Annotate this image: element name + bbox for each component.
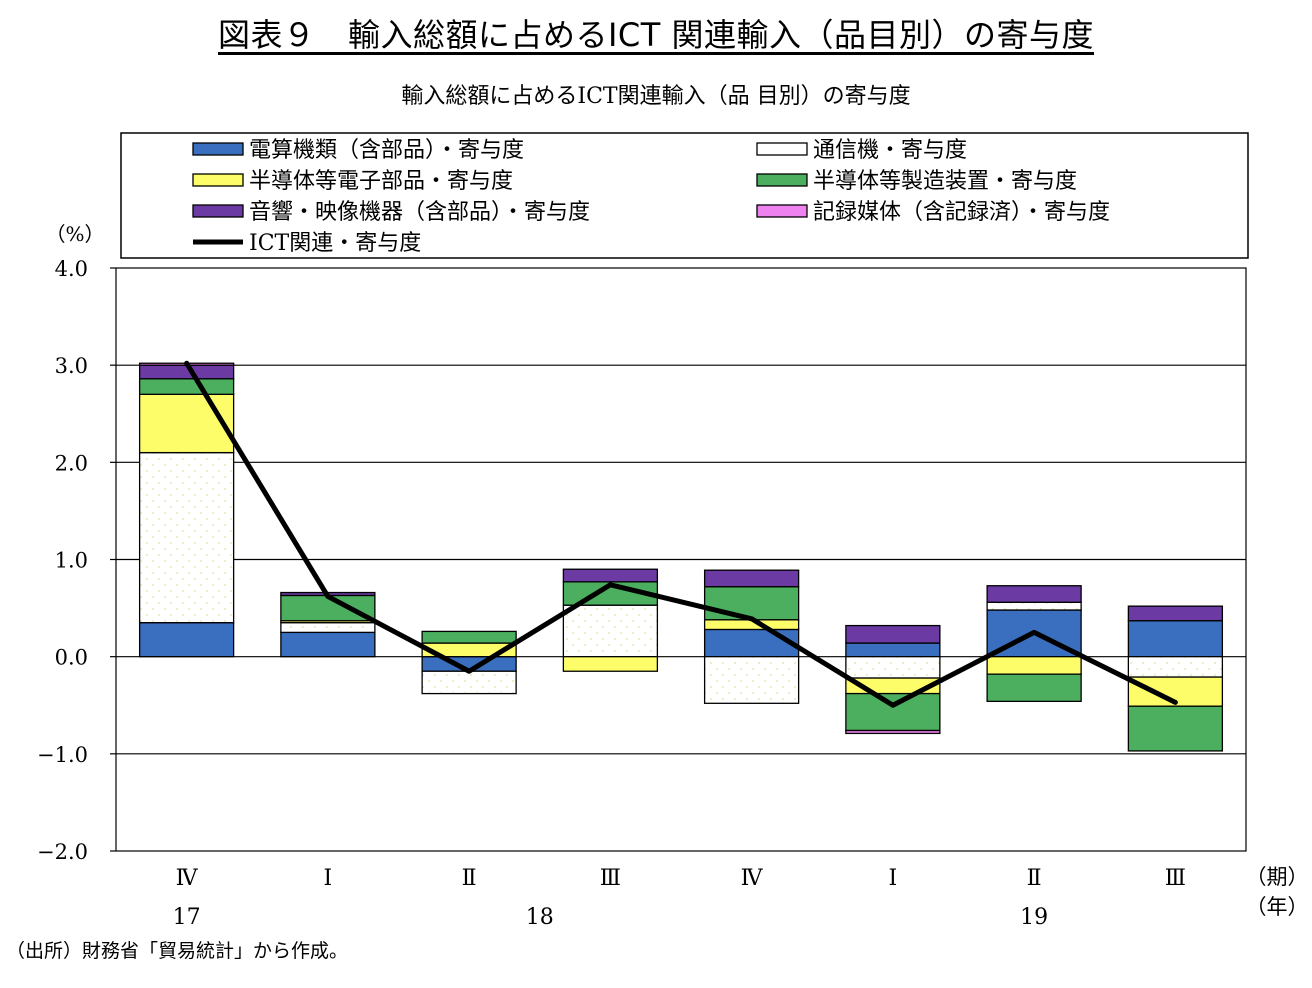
bar-segment-telecom [703, 656, 800, 704]
chart-heading: 図表９ 輸入総額に占めるICT 関連輸入（品目別）の寄与度 [0, 10, 1312, 56]
bars-layer [138, 362, 1224, 752]
bar-segment-semi_equipment [1127, 705, 1224, 752]
y-tick-label: 0.0 [55, 646, 88, 670]
x-tick-label: Ⅳ [176, 866, 199, 891]
x-axis-year-label: （年） [1246, 895, 1309, 919]
bar-segment-telecom [562, 604, 659, 658]
y-tick-label: 3.0 [55, 354, 88, 378]
legend-label: 音響・映像機器（含部品）・寄与度 [249, 200, 590, 225]
legend-label: 半導体等製造装置・寄与度 [813, 169, 1077, 194]
legend-swatch-recording_media [756, 204, 808, 218]
x-tick-label: Ⅲ [600, 866, 621, 891]
y-tick-label: 2.0 [55, 451, 88, 475]
chart-heading-text: 図表９ 輸入総額に占めるICT 関連輸入（品目別）の寄与度 [217, 16, 1094, 54]
x-tick-label: Ⅰ [889, 866, 898, 891]
bar-segment-semi_equipment [421, 630, 517, 644]
x-axis-period-label: （期） [1246, 865, 1309, 889]
bar-segment-audio_video [562, 568, 659, 583]
bar-segment-semi_equipment [703, 586, 800, 621]
legend-box [120, 132, 1249, 259]
x-tick-labels: Ⅳ Ⅰ Ⅱ Ⅲ Ⅳ Ⅰ Ⅱ Ⅲ 17 18 19 [173, 866, 1186, 930]
x-tick-label: Ⅱ [1027, 866, 1042, 891]
legend-swatch-semi_equipment [756, 173, 808, 187]
y-tick-label: −1.0 [37, 743, 88, 767]
y-tick-labels: 4.0 3.0 2.0 1.0 0.0 −1.0 −2.0 [37, 257, 116, 864]
line-layer [184, 360, 1178, 708]
x-year-label: 17 [173, 905, 201, 930]
x-tick-label: Ⅳ [741, 866, 764, 891]
bar-segment-computers [1127, 620, 1224, 658]
y-tick-label: −2.0 [37, 840, 88, 864]
bar-segment-telecom [1127, 656, 1224, 678]
bar-segment-audio_video [845, 624, 941, 644]
legend-swatch-semiconductors [192, 173, 244, 187]
bar-segment-telecom [280, 622, 376, 634]
bar-segment-semiconductors [562, 656, 659, 672]
bar-segment-semiconductors [138, 393, 235, 454]
x-year-label: 18 [526, 905, 554, 930]
legend-label: 記録媒体（含記録済）・寄与度 [813, 200, 1110, 225]
y-axis-unit: （%） [45, 222, 104, 246]
x-tick-label: Ⅰ [324, 866, 333, 891]
legend-swatch-computers [192, 142, 244, 156]
x-year-label: 19 [1020, 905, 1048, 930]
legend-swatch-audio_video [192, 204, 244, 218]
bar-segment-recording_media [845, 729, 941, 735]
bar-segment-semiconductors [986, 656, 1082, 675]
chart-subtitle: 輸入総額に占めるICT関連輸入（品 目別）の寄与度 [401, 84, 911, 109]
legend-label: 半導体等電子部品・寄与度 [249, 169, 513, 194]
x-tick-label: Ⅲ [1165, 866, 1186, 891]
bar-segment-audio_video [703, 569, 800, 588]
legend-label: ICT関連・寄与度 [249, 231, 421, 256]
bar-segment-semi_equipment [986, 673, 1082, 703]
bar-segment-audio_video [1127, 605, 1224, 622]
ict-total-line [184, 360, 1178, 708]
legend-label: 電算機類（含部品）・寄与度 [249, 138, 524, 163]
source-note: （出所）財務省「貿易統計」から作成。 [6, 940, 349, 962]
bar-segment-telecom [421, 670, 517, 695]
bar-segment-computers [138, 622, 235, 658]
bar-segment-semi_equipment [138, 378, 235, 395]
y-tick-label: 1.0 [55, 549, 88, 573]
bar-segment-audio_video [986, 585, 1082, 603]
bar-segment-telecom [138, 451, 235, 624]
legend-label: 通信機・寄与度 [813, 138, 967, 163]
bar-segment-telecom [986, 601, 1082, 611]
bar-segment-computers [703, 628, 800, 658]
bar-segment-computers [845, 642, 941, 658]
bar-segment-telecom [845, 656, 941, 679]
bar-segment-semi_equipment [845, 692, 941, 732]
legend-swatch-telecom [756, 142, 808, 156]
x-tick-label: Ⅱ [462, 866, 477, 891]
y-tick-label: 4.0 [55, 257, 88, 281]
bar-segment-computers [280, 631, 376, 658]
